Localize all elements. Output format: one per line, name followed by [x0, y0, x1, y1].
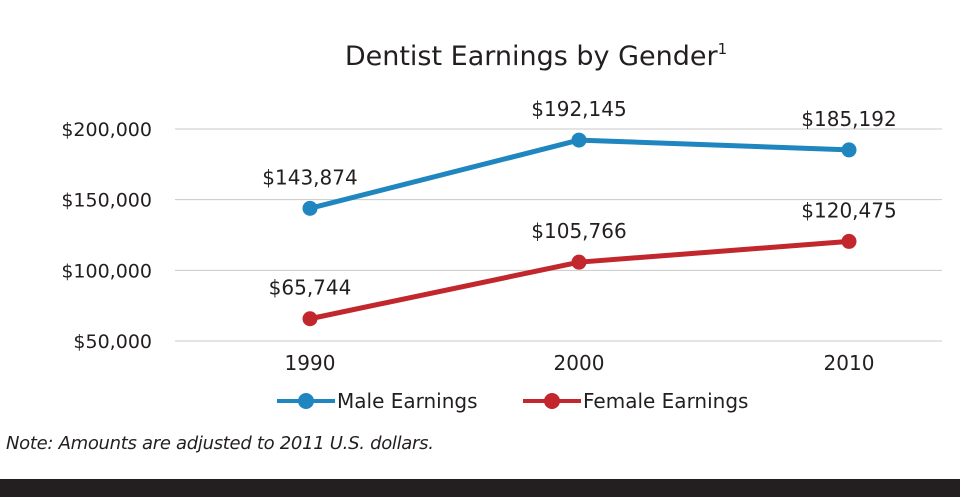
- x-tick-label: 2010: [824, 351, 875, 375]
- y-axis-tick-labels: $50,000 $100,000 $150,000 $200,000: [61, 119, 152, 353]
- y-tick-label: $100,000: [61, 260, 152, 282]
- data-label: $105,766: [531, 219, 626, 243]
- chart-title: Dentist Earnings by Gender1: [345, 40, 727, 72]
- series-lines: [302, 132, 857, 327]
- legend-swatch-marker: [544, 393, 560, 409]
- chart-title-text: Dentist Earnings by Gender: [345, 41, 719, 72]
- series-line-male: [307, 137, 852, 211]
- chart-title-superscript: 1: [718, 40, 728, 58]
- data-point: [302, 200, 318, 216]
- legend-label: Male Earnings: [337, 389, 478, 413]
- legend-swatch-marker: [298, 393, 314, 409]
- data-point: [302, 311, 318, 327]
- y-tick-label: $150,000: [61, 190, 152, 212]
- data-label: $120,475: [801, 198, 896, 222]
- bottom-bar: [0, 479, 960, 497]
- data-label: $192,145: [531, 97, 626, 121]
- data-label: $185,192: [801, 107, 896, 131]
- x-axis-tick-labels: 1990 2000 2010: [285, 351, 875, 375]
- data-point: [571, 254, 587, 270]
- data-label: $65,744: [269, 276, 352, 300]
- x-tick-label: 2000: [554, 351, 605, 375]
- data-label: $143,874: [262, 165, 357, 189]
- legend-label: Female Earnings: [583, 389, 748, 413]
- gridlines: [175, 128, 942, 342]
- footnote: Note: Amounts are adjusted to 2011 U.S. …: [6, 433, 434, 454]
- x-tick-label: 1990: [285, 351, 336, 375]
- y-tick-label: $50,000: [73, 331, 152, 353]
- data-point: [571, 132, 587, 148]
- series-line-female: [307, 238, 852, 322]
- legend: Male Earnings Female Earnings: [277, 389, 748, 413]
- data-point: [841, 233, 857, 249]
- data-point: [841, 142, 857, 158]
- data-labels: $143,874 $192,145 $185,192 $65,744 $105,766 $…: [262, 97, 896, 300]
- y-tick-label: $200,000: [61, 119, 152, 141]
